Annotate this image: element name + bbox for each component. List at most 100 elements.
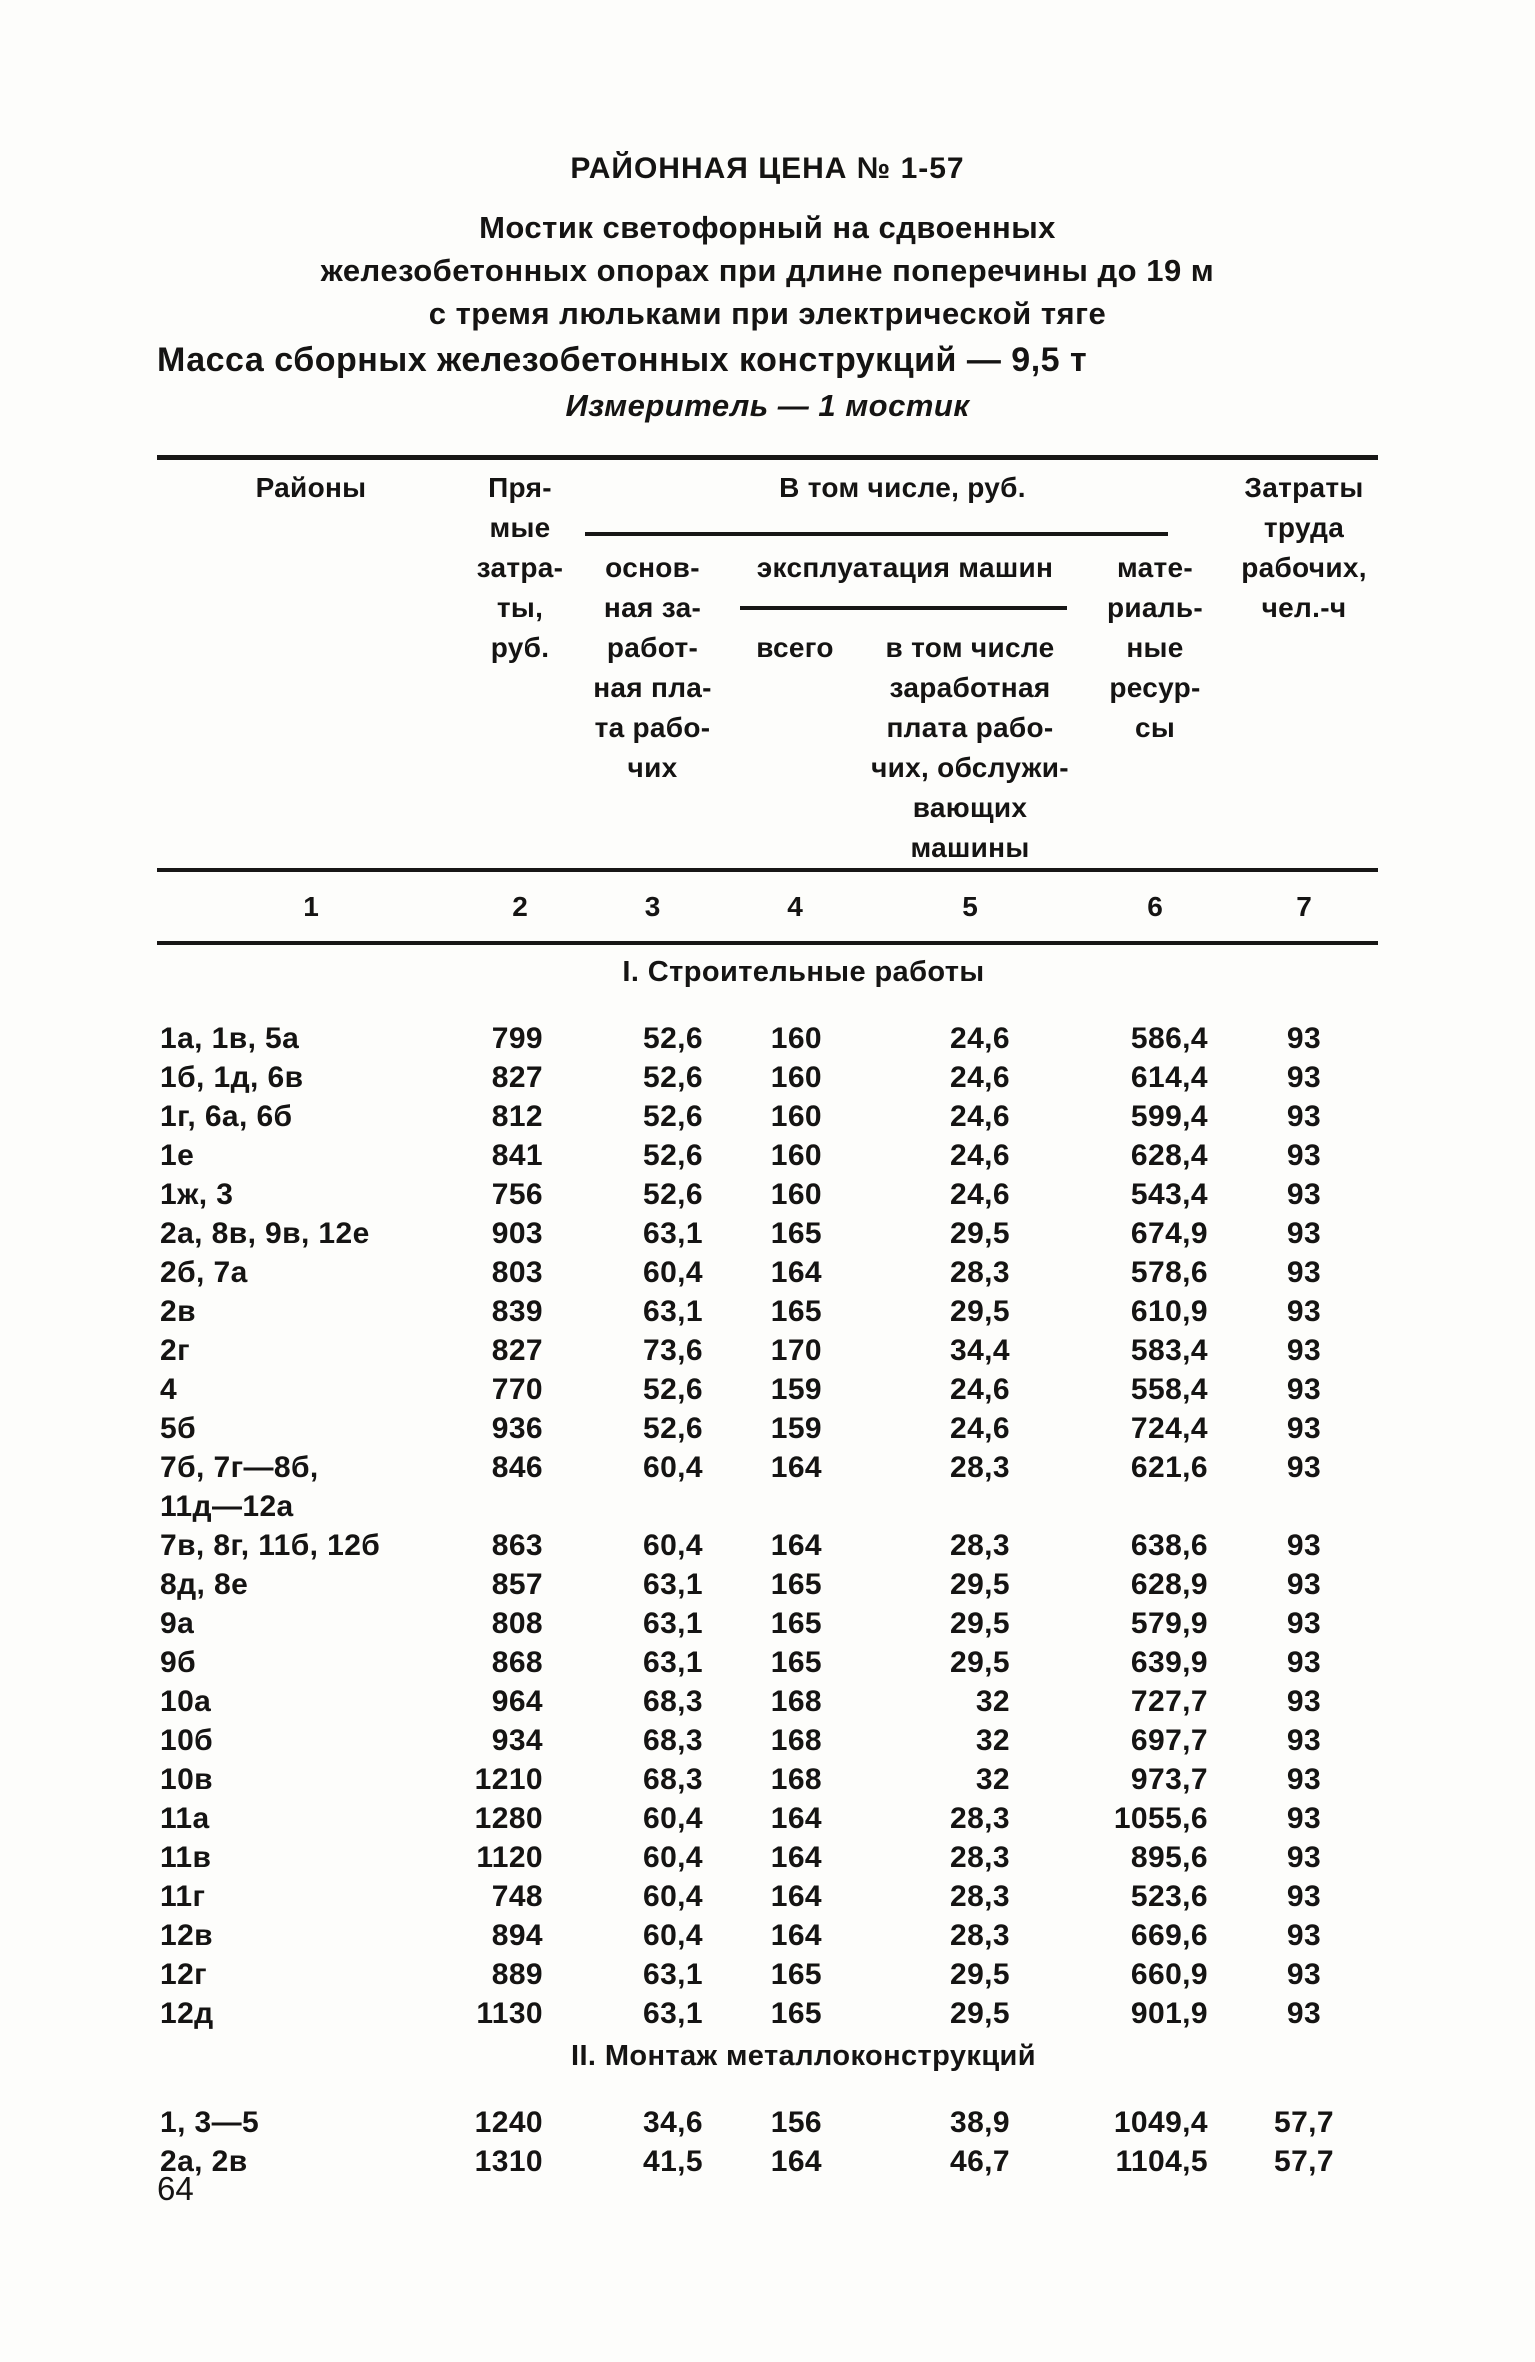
- column-number: 3: [644, 890, 661, 922]
- row-value: 165: [770, 1646, 822, 1679]
- row-value: 93: [1286, 1646, 1322, 1679]
- table-row: 11а 1280 60,4 164 28,3 1055,6 93: [157, 1799, 1378, 1838]
- row-value: 63,1: [643, 1958, 703, 1991]
- row-label-regions: 2б, 7а: [160, 1256, 248, 1289]
- column-number: 1: [303, 890, 319, 922]
- row-value: 639,9: [1130, 1646, 1208, 1679]
- row-value: 841: [491, 1139, 543, 1172]
- row-value: 812: [491, 1100, 543, 1133]
- row-value: 165: [770, 1295, 822, 1328]
- row-value: 41,5: [643, 2145, 703, 2178]
- row-value: 57,7: [1274, 2145, 1334, 2178]
- table-row: 1е 841 52,6 160 24,6 628,4 93: [157, 1136, 1378, 1175]
- row-value: 168: [770, 1763, 822, 1796]
- row-label-regions: 1, 3—5: [160, 2106, 260, 2139]
- row-value: 857: [491, 1568, 543, 1601]
- row-value: 168: [770, 1685, 822, 1718]
- row-value: 68,3: [643, 1724, 703, 1757]
- row-value: 93: [1286, 1061, 1322, 1094]
- row-value: 63,1: [643, 1217, 703, 1250]
- row-value: 24,6: [950, 1061, 1010, 1094]
- row-value: 60,4: [643, 1256, 703, 1289]
- row-label-regions: 11а: [160, 1802, 210, 1835]
- row-value: 724,4: [1130, 1412, 1208, 1445]
- table-row: 12д 1130 63,1 165 29,5 901,9 93: [157, 1994, 1378, 2033]
- row-value: 669,6: [1130, 1919, 1208, 1952]
- row-value: 93: [1286, 1568, 1322, 1601]
- row-value: 29,5: [950, 1607, 1010, 1640]
- row-value: 934: [491, 1724, 543, 1757]
- row-value: 159: [770, 1373, 822, 1406]
- row-value: 164: [770, 1451, 822, 1484]
- row-label-regions: 9а: [160, 1607, 195, 1640]
- row-label-regions: 10а: [160, 1685, 212, 1718]
- row-value: 895,6: [1130, 1841, 1208, 1874]
- table-row: 11г 748 60,4 164 28,3 523,6 93: [157, 1877, 1378, 1916]
- row-value: 1310: [474, 2145, 543, 2178]
- row-value: 68,3: [643, 1763, 703, 1796]
- row-value: 628,4: [1130, 1139, 1208, 1172]
- row-value: 164: [770, 1802, 822, 1835]
- row-label-regions: 2г: [160, 1334, 190, 1367]
- row-value: 901,9: [1130, 1997, 1208, 2030]
- row-value: 165: [770, 1607, 822, 1640]
- row-label-regions: 5б: [160, 1412, 197, 1445]
- column-header-total: всего: [756, 632, 834, 663]
- row-value: 674,9: [1130, 1217, 1208, 1250]
- row-label-regions: 2а, 2в: [160, 2145, 248, 2178]
- row-value: 32: [975, 1685, 1010, 1718]
- table-row: 5б 936 52,6 159 24,6 724,4 93: [157, 1409, 1378, 1448]
- table-top-rule: [157, 455, 1378, 460]
- row-value: 93: [1286, 1958, 1322, 1991]
- row-value: 93: [1286, 1412, 1322, 1445]
- row-value: 60,4: [643, 1841, 703, 1874]
- row-value: 93: [1286, 1685, 1322, 1718]
- table-row: 7б, 7г—8б, 11д—12а 846 60,4 164 28,3 621,6 93: [157, 1448, 1378, 1526]
- column-header-labour-costs: Затраты труда рабочих, чел.-ч: [1241, 472, 1367, 623]
- row-value: 839: [491, 1295, 543, 1328]
- table-body: I. Строительные работы 1а, 1в, 5а 799 52,6 1…: [157, 945, 1378, 2181]
- row-label-regions: 8д, 8е: [160, 1568, 249, 1601]
- table-row: 9б 868 63,1 165 29,5 639,9 93: [157, 1643, 1378, 1682]
- row-value: 621,6: [1130, 1451, 1208, 1484]
- column-header-direct-costs: Пря- мые затра- ты, руб.: [476, 472, 564, 663]
- row-value: 57,7: [1274, 2106, 1334, 2139]
- row-value: 165: [770, 1958, 822, 1991]
- row-value: 660,9: [1130, 1958, 1208, 1991]
- row-value: 24,6: [950, 1373, 1010, 1406]
- row-value: 159: [770, 1412, 822, 1445]
- row-value: 889: [491, 1958, 543, 1991]
- row-value: 168: [770, 1724, 822, 1757]
- group-header-machine-operation: эксплуатация машин: [756, 552, 1054, 583]
- row-value: 586,4: [1130, 1022, 1208, 1055]
- row-value: 558,4: [1130, 1373, 1208, 1406]
- row-value: 63,1: [643, 1997, 703, 2030]
- row-value: 964: [491, 1685, 543, 1718]
- row-value: 93: [1286, 1919, 1322, 1952]
- row-value: 28,3: [950, 1529, 1010, 1562]
- column-number: 6: [1147, 890, 1163, 922]
- row-value: 160: [770, 1139, 822, 1172]
- row-value: 93: [1286, 1724, 1322, 1757]
- row-value: 164: [770, 1880, 822, 1913]
- row-value: 846: [491, 1451, 543, 1484]
- header-bottom-rule: [157, 868, 1378, 872]
- row-value: 164: [770, 1529, 822, 1562]
- row-value: 1049,4: [1113, 2106, 1208, 2139]
- row-value: 63,1: [643, 1607, 703, 1640]
- row-value: 165: [770, 1568, 822, 1601]
- row-value: 52,6: [643, 1139, 703, 1172]
- row-value: 93: [1286, 1763, 1322, 1796]
- section-title: II. Монтаж металлоконструкций: [570, 2040, 1037, 2072]
- row-label-regions: 1е: [160, 1139, 195, 1172]
- row-value: 29,5: [950, 1997, 1010, 2030]
- table-header: Районы Пря- мые затра- ты, руб. В том чи…: [157, 460, 1378, 868]
- row-value: 52,6: [643, 1022, 703, 1055]
- row-value: 29,5: [950, 1958, 1010, 1991]
- table-row: 8д, 8е 857 63,1 165 29,5 628,9 93: [157, 1565, 1378, 1604]
- column-header-basic-wages: основ- ная за- работ- ная пла- та рабо- …: [593, 552, 712, 783]
- table-row: 9а 808 63,1 165 29,5 579,9 93: [157, 1604, 1378, 1643]
- row-value: 614,4: [1130, 1061, 1208, 1094]
- row-value: 160: [770, 1100, 822, 1133]
